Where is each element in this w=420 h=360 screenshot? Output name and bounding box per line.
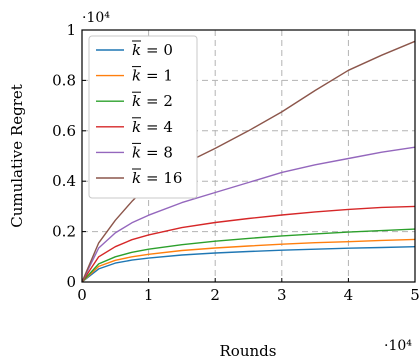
y-tick-label: 0.8 — [52, 71, 76, 89]
legend-symbol: k — [132, 118, 141, 136]
legend: k = 0 k = 1 k = 2 k = 4 k = 8 k = 16 — [88, 35, 198, 199]
legend-label-k-8: = 8 — [146, 143, 173, 161]
y-tick-label: 0.6 — [52, 122, 76, 140]
legend-label-k-2: = 2 — [146, 92, 173, 110]
legend-symbol: k — [132, 143, 141, 161]
y-tick-label: 0.2 — [52, 223, 76, 241]
y-axis-label: Cumulative Regret — [8, 84, 26, 228]
series-line-k-1 — [81, 238, 416, 283]
legend-label-k-1: = 1 — [146, 67, 173, 85]
series-line-k-0 — [81, 246, 416, 283]
y-tick-label: 0 — [66, 273, 76, 291]
legend-box — [88, 35, 198, 199]
series-line-k-8 — [81, 146, 416, 283]
legend-symbol: k — [132, 41, 141, 59]
x-tick-label: 2 — [210, 286, 220, 304]
legend-label-k-4: = 4 — [146, 118, 173, 136]
x-tick-label: 5 — [410, 286, 420, 304]
legend-symbol: k — [132, 92, 141, 110]
x-tick-label: 4 — [344, 286, 354, 304]
x-tick-label: 1 — [144, 286, 154, 304]
x-tick-label: 0 — [77, 286, 87, 304]
x-axis-label: Rounds — [220, 342, 277, 360]
series-line-k-2 — [81, 228, 416, 283]
legend-symbol: k — [132, 67, 141, 85]
legend-symbol: k — [132, 169, 141, 187]
series-line-k-4 — [81, 205, 416, 283]
legend-label-k-0: = 0 — [146, 41, 173, 59]
y-tick-label: 0.4 — [52, 172, 76, 190]
legend-label-k-16: = 16 — [146, 169, 182, 187]
series-line-k-16 — [81, 40, 416, 283]
series-lines — [81, 40, 416, 283]
y-tick-label: 1 — [66, 21, 76, 39]
x-axis-exponent: ·10⁴ — [384, 338, 412, 354]
x-tick-label: 3 — [277, 286, 287, 304]
plot-frame — [81, 29, 416, 283]
y-axis-exponent: ·10⁴ — [82, 10, 110, 26]
